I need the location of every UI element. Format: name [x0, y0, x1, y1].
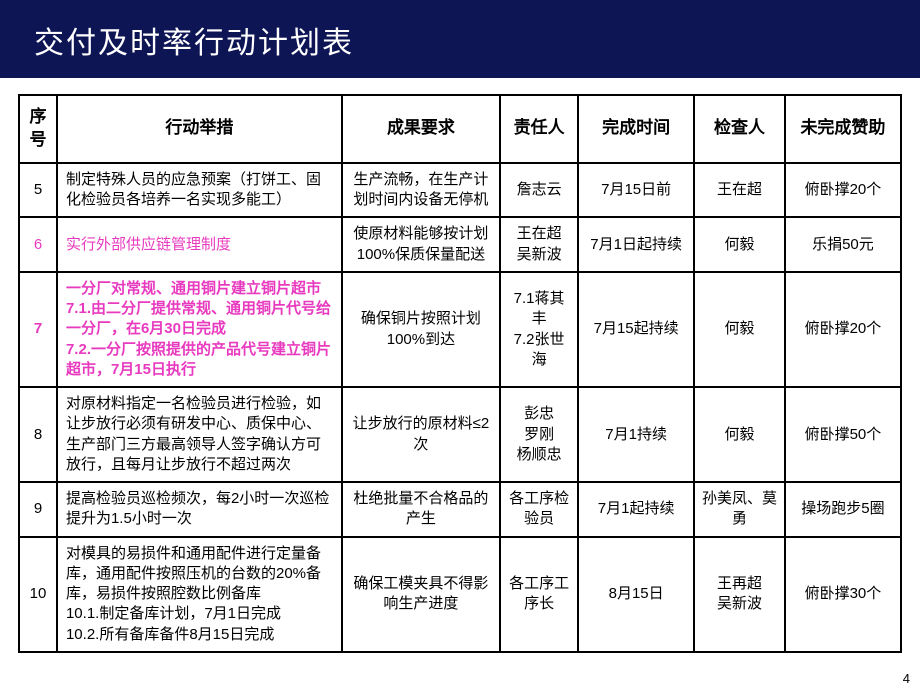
cell-penalty: 操场跑步5圈 [785, 482, 901, 537]
col-header-action: 行动举措 [57, 95, 342, 163]
cell-outcome: 确保工模夹具不得影响生产进度 [342, 537, 500, 652]
cell-outcome: 使原材料能够按计划100%保质保量配送 [342, 217, 500, 272]
cell-penalty: 乐捐50元 [785, 217, 901, 272]
table-row: 5制定特殊人员的应急预案（打饼工、固化检验员各培养一名实现多能工）生产流畅，在生… [19, 163, 901, 218]
cell-seq: 9 [19, 482, 57, 537]
cell-checker: 孙美凤、莫勇 [694, 482, 785, 537]
cell-penalty: 俯卧撑50个 [785, 387, 901, 482]
cell-due: 7月1持续 [578, 387, 694, 482]
cell-due: 7月1日起持续 [578, 217, 694, 272]
cell-seq: 10 [19, 537, 57, 652]
page-number: 4 [903, 671, 910, 686]
cell-checker: 王再超吴新波 [694, 537, 785, 652]
cell-outcome: 杜绝批量不合格品的产生 [342, 482, 500, 537]
slide-header: 交付及时率行动计划表 [0, 0, 920, 78]
table-row: 9提高检验员巡检频次，每2小时一次巡检提升为1.5小时一次杜绝批量不合格品的产生… [19, 482, 901, 537]
cell-owner: 王在超吴新波 [500, 217, 578, 272]
col-header-penalty: 未完成赞助 [785, 95, 901, 163]
cell-seq: 7 [19, 272, 57, 387]
table-body: 5制定特殊人员的应急预案（打饼工、固化检验员各培养一名实现多能工）生产流畅，在生… [19, 163, 901, 652]
table-row: 10对模具的易损件和通用配件进行定量备库，通用配件按照压机的台数的20%备库，易… [19, 537, 901, 652]
cell-owner: 各工序检验员 [500, 482, 578, 537]
slide-content: 序号 行动举措 成果要求 责任人 完成时间 检查人 未完成赞助 5制定特殊人员的… [0, 78, 920, 653]
col-header-due: 完成时间 [578, 95, 694, 163]
slide-title: 交付及时率行动计划表 [34, 18, 920, 62]
col-header-owner: 责任人 [500, 95, 578, 163]
cell-checker: 何毅 [694, 217, 785, 272]
table-row: 6实行外部供应链管理制度使原材料能够按计划100%保质保量配送王在超吴新波7月1… [19, 217, 901, 272]
table-row: 8对原材料指定一名检验员进行检验，如让步放行必须有研发中心、质保中心、生产部门三… [19, 387, 901, 482]
cell-outcome: 确保铜片按照计划100%到达 [342, 272, 500, 387]
cell-checker: 何毅 [694, 272, 785, 387]
cell-penalty: 俯卧撑20个 [785, 163, 901, 218]
cell-owner: 詹志云 [500, 163, 578, 218]
cell-checker: 何毅 [694, 387, 785, 482]
cell-action: 提高检验员巡检频次，每2小时一次巡检提升为1.5小时一次 [57, 482, 342, 537]
col-header-seq: 序号 [19, 95, 57, 163]
cell-outcome: 生产流畅，在生产计划时间内设备无停机 [342, 163, 500, 218]
cell-seq: 5 [19, 163, 57, 218]
cell-action: 制定特殊人员的应急预案（打饼工、固化检验员各培养一名实现多能工） [57, 163, 342, 218]
cell-seq: 8 [19, 387, 57, 482]
cell-due: 7月15日前 [578, 163, 694, 218]
col-header-checker: 检查人 [694, 95, 785, 163]
cell-due: 7月1起持续 [578, 482, 694, 537]
cell-owner: 7.1蒋其丰7.2张世海 [500, 272, 578, 387]
cell-due: 7月15起持续 [578, 272, 694, 387]
table-header-row: 序号 行动举措 成果要求 责任人 完成时间 检查人 未完成赞助 [19, 95, 901, 163]
cell-due: 8月15日 [578, 537, 694, 652]
cell-seq: 6 [19, 217, 57, 272]
cell-penalty: 俯卧撑30个 [785, 537, 901, 652]
cell-action: 一分厂对常规、通用铜片建立铜片超市7.1.由二分厂提供常规、通用铜片代号给一分厂… [57, 272, 342, 387]
cell-action: 对原材料指定一名检验员进行检验，如让步放行必须有研发中心、质保中心、生产部门三方… [57, 387, 342, 482]
cell-owner: 各工序工序长 [500, 537, 578, 652]
col-header-outcome: 成果要求 [342, 95, 500, 163]
cell-penalty: 俯卧撑20个 [785, 272, 901, 387]
cell-action: 实行外部供应链管理制度 [57, 217, 342, 272]
table-row: 7一分厂对常规、通用铜片建立铜片超市7.1.由二分厂提供常规、通用铜片代号给一分… [19, 272, 901, 387]
cell-action: 对模具的易损件和通用配件进行定量备库，通用配件按照压机的台数的20%备库，易损件… [57, 537, 342, 652]
cell-owner: 彭忠罗刚杨顺忠 [500, 387, 578, 482]
cell-outcome: 让步放行的原材料≤2次 [342, 387, 500, 482]
action-plan-table: 序号 行动举措 成果要求 责任人 完成时间 检查人 未完成赞助 5制定特殊人员的… [18, 94, 902, 653]
cell-checker: 王在超 [694, 163, 785, 218]
